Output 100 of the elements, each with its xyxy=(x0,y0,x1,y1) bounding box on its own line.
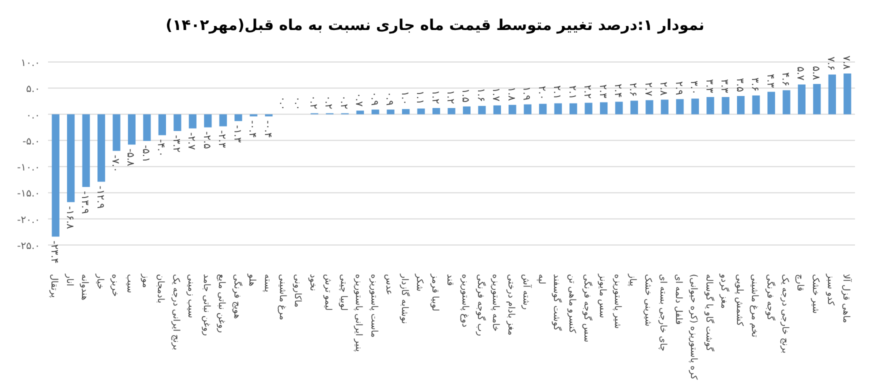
x-tick-label: کشمش پلویی xyxy=(734,274,744,327)
bar xyxy=(97,114,106,182)
bar xyxy=(448,108,456,114)
x-tick-label: بادمجان xyxy=(155,274,166,304)
x-tick-label: پرتقال xyxy=(48,274,59,298)
bar xyxy=(828,74,836,114)
x-tick-label: هلو xyxy=(246,273,257,287)
bar xyxy=(508,104,516,114)
x-tick-label: ماست پاستوریزه xyxy=(368,274,378,338)
data-label: ۱.۶ xyxy=(474,88,486,102)
data-label: ۲.۴ xyxy=(612,84,623,98)
bar xyxy=(52,114,60,237)
bar xyxy=(600,102,608,114)
bar xyxy=(432,108,440,114)
bar xyxy=(417,108,425,114)
x-tick-label: پسته xyxy=(262,274,272,293)
x-tick-label: پیاز xyxy=(627,273,638,287)
data-label: ۵.۷ xyxy=(794,66,806,82)
data-label: ۰.۲ xyxy=(338,95,349,110)
x-tick-label: فلفل دلمه ای xyxy=(672,274,683,325)
x-tick-label: قند xyxy=(444,274,454,286)
bar xyxy=(782,90,790,114)
y-tick-label: ۰.۰ xyxy=(26,110,40,122)
y-tick-label: -۵.۰ xyxy=(22,136,40,148)
data-label: ۱.۸ xyxy=(505,86,516,102)
x-tick-label: ماهی قزل آلا xyxy=(840,274,852,324)
data-label: ۰.۹ xyxy=(368,92,380,106)
y-tick-label: -۲۰.۰ xyxy=(17,214,40,226)
data-label: -۵.۱ xyxy=(140,144,151,162)
data-label: ۰.۰ xyxy=(277,96,288,110)
bar xyxy=(143,114,151,141)
data-label: ۵.۸ xyxy=(810,66,821,81)
data-label: ۲.۶ xyxy=(627,82,638,97)
x-tick-label: نوشابه گازدار xyxy=(398,273,411,324)
bar xyxy=(813,84,821,114)
data-label: -۲.۷ xyxy=(186,132,197,151)
x-tick-label: شیر پاستوریزه xyxy=(612,274,622,329)
x-tick-label: رشته آش xyxy=(520,274,533,310)
x-tick-label: مغز گردو xyxy=(718,273,731,309)
data-label: ۱.۰ xyxy=(398,91,410,106)
x-tick-label: دوغ پاستوریزه xyxy=(460,274,470,328)
data-label: ۲.۸ xyxy=(658,82,669,96)
x-tick-label: پنیر ایرانی پاستوریزه xyxy=(353,274,364,352)
data-label: -۱۳.۹ xyxy=(79,190,90,214)
bar xyxy=(798,84,806,114)
data-label: ۱.۷ xyxy=(490,87,502,102)
x-tick-label: هویج فرنگی xyxy=(231,274,244,320)
x-tick-label: لوبیا قرمز xyxy=(429,273,440,312)
data-label: ۲.۲ xyxy=(582,84,593,99)
data-label: -۰.۴ xyxy=(262,120,273,138)
data-label: -۴.۰ xyxy=(155,139,166,157)
x-tick-label: خربزه xyxy=(110,274,120,297)
data-label: ۲.۹ xyxy=(672,81,684,96)
data-label: -۰.۴ xyxy=(246,120,258,138)
x-tick-label: شکر xyxy=(414,273,424,292)
data-label: ۱.۵ xyxy=(460,88,471,102)
chart-title: نمودار ۱:درصد تغییر متوسط قیمت ماه جاری نسبت به ماه قبل(مهر۱۴۰۲) xyxy=(166,16,704,34)
x-tick-label: لوبیا چیتی xyxy=(338,274,348,311)
data-label: -۲.۳ xyxy=(216,130,228,148)
bar xyxy=(570,103,578,114)
x-tick-label: سیب xyxy=(124,274,135,294)
y-tick-label: -۱۵.۰ xyxy=(17,188,40,200)
x-tick-label: سیب زمینی xyxy=(186,274,196,318)
data-label: ۰.۲ xyxy=(307,95,318,110)
data-label: -۲۳.۴ xyxy=(48,240,60,264)
x-tick-label: شیرینی خشک xyxy=(642,274,652,326)
data-label: ۱.۲ xyxy=(444,90,456,104)
data-label: -۱.۳ xyxy=(231,125,242,144)
bar xyxy=(386,110,394,114)
data-label: -۲.۵ xyxy=(200,131,212,149)
bar xyxy=(630,100,638,114)
x-tick-label: شیر خشک xyxy=(810,274,820,314)
bar xyxy=(158,114,166,136)
bar xyxy=(112,114,120,151)
data-label: -۱۲.۹ xyxy=(94,186,106,209)
x-tick-label: مغز بادام درختی xyxy=(505,274,516,336)
y-tick-label: ۱۰.۰ xyxy=(20,58,40,69)
bar xyxy=(356,110,364,114)
x-tick-label: رب گوجه فرنگی xyxy=(474,274,487,336)
x-tick-label: گوجه فرنگی xyxy=(764,274,776,322)
x-tick-label: چای خارجی بسته ای xyxy=(658,274,668,352)
data-label: ۷.۶ xyxy=(825,56,836,71)
data-label: ۲.۱ xyxy=(566,85,578,100)
data-label: ۲.۰ xyxy=(536,86,547,100)
y-tick-label: ۵.۰ xyxy=(26,84,40,96)
x-tick-label: گوشت گوسفند xyxy=(551,274,564,332)
x-tick-label: روغن نباتی جامد xyxy=(200,274,211,336)
data-label: ۴.۶ xyxy=(779,72,790,86)
bar xyxy=(646,100,654,114)
data-label: ۳.۰ xyxy=(688,80,700,95)
x-tick-label: هندوانه xyxy=(79,274,90,301)
x-tick-label: خیار xyxy=(94,273,104,290)
data-label: ۳.۳ xyxy=(703,79,714,94)
x-tick-label: خامه پاستوریزه xyxy=(490,274,500,332)
x-tick-label: انار xyxy=(64,273,74,286)
data-label: -۳.۲ xyxy=(170,135,182,153)
x-tick-label: نخود xyxy=(307,274,318,291)
x-tick-label: برنج خارجی درجه یک xyxy=(779,274,790,354)
bar xyxy=(615,102,623,114)
data-label: ۱.۹ xyxy=(520,86,532,100)
